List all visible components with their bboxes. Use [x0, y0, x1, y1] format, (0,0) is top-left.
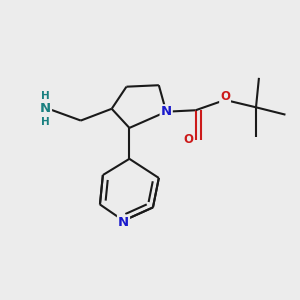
Text: O: O — [220, 90, 230, 103]
Text: H: H — [41, 117, 50, 127]
Text: N: N — [118, 216, 129, 229]
Text: N: N — [160, 105, 172, 118]
Text: N: N — [40, 102, 51, 115]
Text: O: O — [183, 133, 193, 146]
Text: H: H — [41, 91, 50, 100]
